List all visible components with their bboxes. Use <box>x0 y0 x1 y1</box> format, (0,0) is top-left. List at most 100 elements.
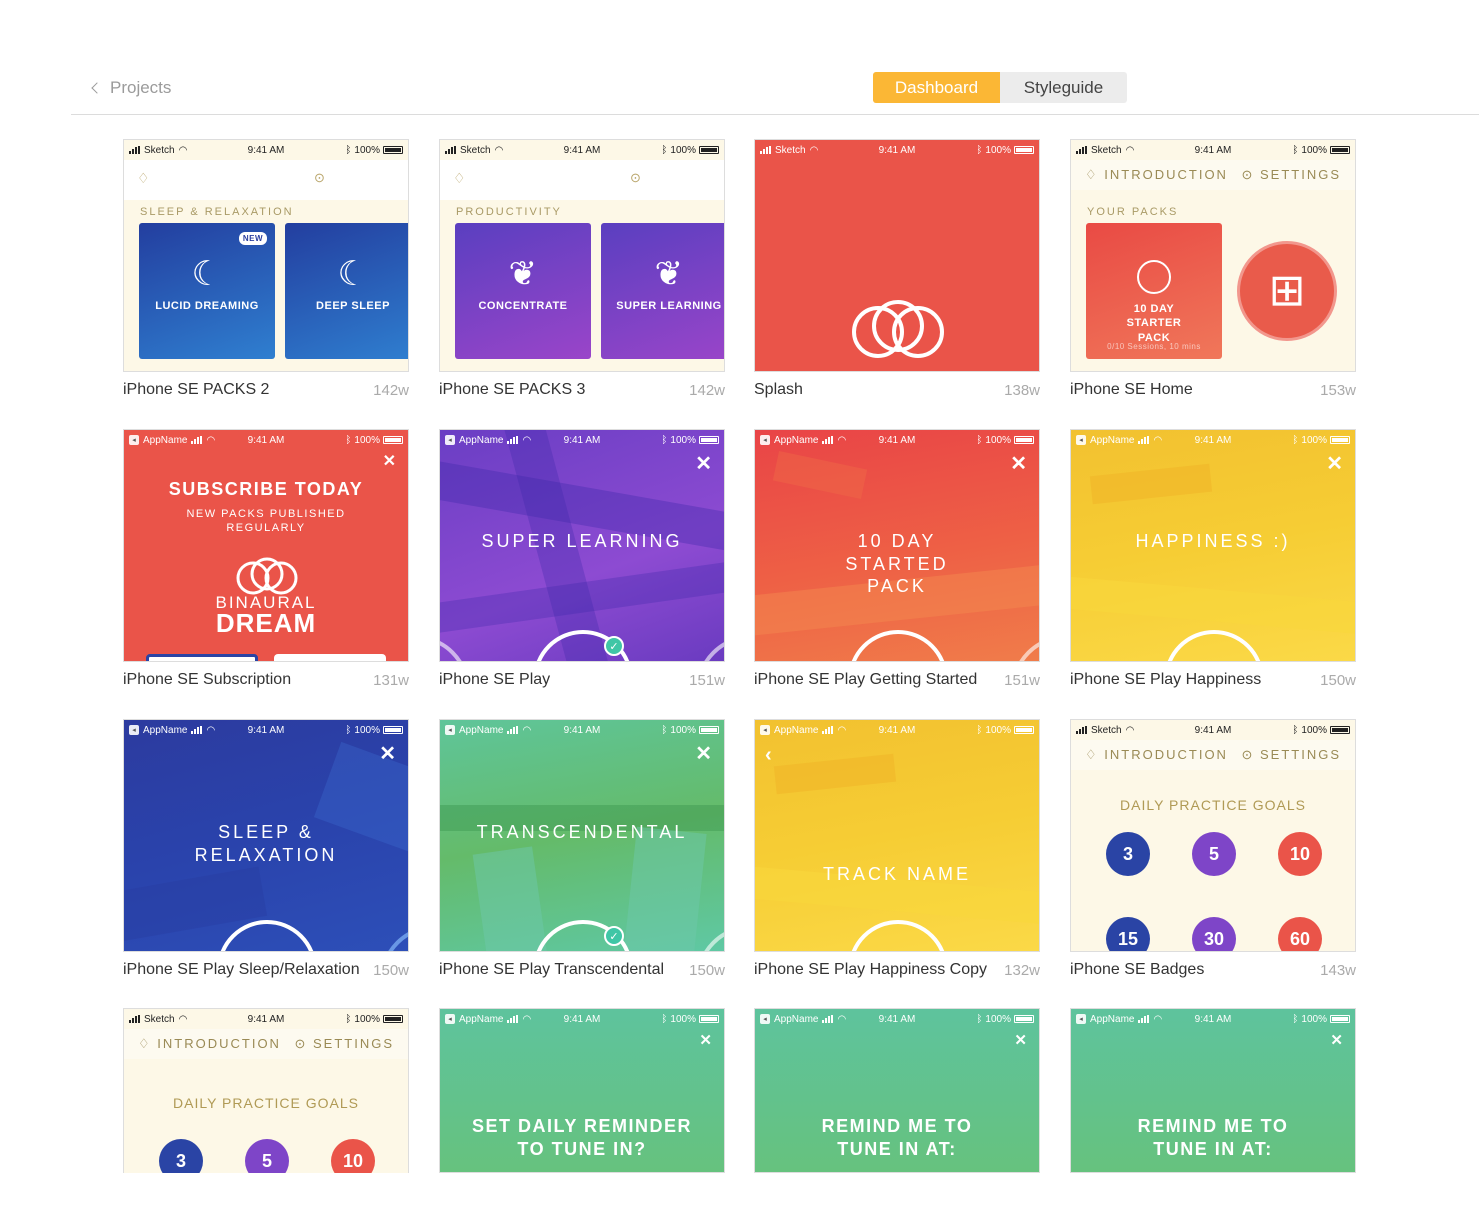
artboard-thumbnail[interactable]: ◂ AppName ◠ 9:41 AM ᛒ 100% ✕ REMIND ME TO T… <box>754 1008 1040 1173</box>
artboard-card[interactable]: Sketch ◠ 9:41 AM ᛒ 100% ♢ ⊙ SLEEP & RELAXA… <box>123 139 409 399</box>
tab-styleguide[interactable]: Styleguide <box>1023 77 1104 97</box>
artboard-card[interactable]: Sketch ◠ 9:41 AM ᛒ 100% ♢ ⊙ PRODUCTIVITY ❦… <box>439 139 725 399</box>
artboard-card[interactable]: ◂ AppName ◠ 9:41 AM ᛒ 100% ✕ REMIND ME TO T… <box>1070 1008 1356 1173</box>
artboard-card[interactable]: ◂ AppName ◠ 9:41 AM ᛒ 100% ✕ HAPPINESS :) i… <box>1070 429 1356 689</box>
close-icon[interactable]: ✕ <box>1014 1032 1027 1049</box>
artboard-card[interactable]: Sketch ◠ 9:41 AM ᛒ 100% Splash 138w <box>754 139 1040 399</box>
back-to-projects-link[interactable]: Projects <box>91 78 172 98</box>
close-icon[interactable]: ✕ <box>695 453 712 475</box>
nav-introduction[interactable]: ♢ INTRODUCTION <box>1085 167 1228 182</box>
back-app-icon: ◂ <box>445 1014 455 1024</box>
artboard-card[interactable]: ◂ AppName ◠ 9:41 AM ᛒ 100% ✕ SUPER LEARNING… <box>439 429 725 689</box>
artboard-thumbnail[interactable]: Sketch ◠ 9:41 AM ᛒ 100% ♢ INTRODUCTION ⊙ S… <box>1070 139 1356 372</box>
nav-introduction[interactable]: ♢ INTRODUCTION <box>1085 747 1228 762</box>
close-icon[interactable]: ✕ <box>382 453 396 470</box>
artboard-card[interactable]: Sketch ◠ 9:41 AM ᛒ 100% ♢ INTRODUCTION ⊙ S… <box>1070 719 1356 979</box>
goal-badge[interactable]: 60 <box>1278 917 1322 951</box>
goal-badge[interactable]: 10 <box>331 1139 375 1173</box>
goal-badge[interactable]: 5 <box>1192 832 1236 876</box>
signal-icon <box>1076 146 1087 154</box>
artboard-thumbnail[interactable]: ◂ AppName ◠ 9:41 AM ᛒ 100% ✕ SET DAILY REMI… <box>439 1008 725 1173</box>
wifi-icon: ◠ <box>1125 724 1135 736</box>
close-icon[interactable]: ✕ <box>379 743 396 765</box>
artboard-thumbnail[interactable]: ◂ AppName ◠ 9:41 AM ᛒ 100% ✕ SUPER LEARNING… <box>439 429 725 662</box>
artboard-thumbnail[interactable]: ◂ AppName ◠ 9:41 AM ᛒ 100% ✕ SUBSCRIBE TODA… <box>123 429 409 662</box>
artboard-name: iPhone SE Play Sleep/Relaxation <box>123 961 360 978</box>
bluetooth-icon: ᛒ <box>345 724 352 736</box>
goal-badge[interactable]: 5 <box>245 1139 289 1173</box>
artboard-thumbnail[interactable]: ◂ AppName ◠ 9:41 AM ᛒ 100% ✕ 10 DAY STARTED… <box>754 429 1040 662</box>
battery-icon <box>699 1015 719 1023</box>
artboard-card[interactable]: Sketch ◠ 9:41 AM ᛒ 100% ♢ INTRODUCTION ⊙ S… <box>123 1008 409 1173</box>
nav-settings[interactable]: ⊙ SETTINGS <box>1241 747 1341 762</box>
status-bar: ◂ AppName ◠ 9:41 AM ᛒ 100% <box>1071 430 1355 450</box>
artboard-thumbnail[interactable]: ◂ AppName ◠ 9:41 AM ᛒ 100% ✕ REMIND ME TO T… <box>1070 1008 1356 1173</box>
status-bar: Sketch ◠ 9:41 AM ᛒ 100% <box>124 1009 408 1029</box>
artboard-thumbnail[interactable]: ◂ AppName ◠ 9:41 AM ᛒ 100% ‹ TRACK NAME <box>754 719 1040 952</box>
artboard-card[interactable]: ◂ AppName ◠ 9:41 AM ᛒ 100% ✕ SLEEP & RELAXA… <box>123 719 409 979</box>
artboard-thumbnail[interactable]: ◂ AppName ◠ 9:41 AM ᛒ 100% ✕ SLEEP & RELAXA… <box>123 719 409 952</box>
goal-badge[interactable]: 3 <box>1106 832 1150 876</box>
nav-introduction[interactable]: ♢ INTRODUCTION <box>138 1036 281 1051</box>
goal-badge[interactable]: 30 <box>1192 917 1236 951</box>
nav-settings[interactable]: ⊙ SETTINGS <box>1241 167 1341 182</box>
close-icon[interactable]: ✕ <box>1330 1032 1343 1049</box>
artboard-thumbnail[interactable]: ◂ AppName ◠ 9:41 AM ᛒ 100% ✕ TRANSCENDENTAL… <box>439 719 725 952</box>
signal-icon <box>507 726 519 734</box>
lotus-icon: ❦ <box>654 255 684 293</box>
pack-tile[interactable]: ☾ DEEP SLEEP <box>285 223 408 359</box>
pack-tile[interactable]: ❦ SUPER LEARNING <box>601 223 724 359</box>
play-ring[interactable] <box>1164 630 1264 661</box>
battery-icon <box>383 1015 403 1023</box>
back-app-icon: ◂ <box>129 435 139 445</box>
status-bar: Sketch ◠ 9:41 AM ᛒ 100% <box>755 140 1039 160</box>
artboard-width: 142w <box>689 381 725 399</box>
artboard-card[interactable]: ◂ AppName ◠ 9:41 AM ᛒ 100% ✕ SET DAILY REMI… <box>439 1008 725 1173</box>
close-icon[interactable]: ✕ <box>1326 453 1343 475</box>
close-icon[interactable]: ✕ <box>695 743 712 765</box>
artboard-card[interactable]: ◂ AppName ◠ 9:41 AM ᛒ 100% ✕ SUBSCRIBE TODA… <box>123 429 409 689</box>
artboard-thumbnail[interactable]: Sketch ◠ 9:41 AM ᛒ 100% <box>754 139 1040 372</box>
back-label: Projects <box>110 78 172 97</box>
plan-option[interactable] <box>146 654 258 661</box>
wifi-icon: ◠ <box>809 144 819 156</box>
pack-tile[interactable]: NEW ☾ LUCID DREAMING <box>139 223 275 359</box>
artboard-card[interactable]: ◂ AppName ◠ 9:41 AM ᛒ 100% ✕ TRANSCENDENTAL… <box>439 719 725 979</box>
goal-badge[interactable]: 10 <box>1278 832 1322 876</box>
add-pack-button[interactable]: ⊞ <box>1237 241 1337 341</box>
artboard-thumbnail[interactable]: Sketch ◠ 9:41 AM ᛒ 100% ♢ INTRODUCTION ⊙ S… <box>1070 719 1356 952</box>
signal-icon <box>191 436 203 444</box>
plus-icon: ⊞ <box>1268 266 1306 315</box>
battery-icon <box>1330 436 1350 444</box>
goal-badge[interactable]: 3 <box>159 1139 203 1173</box>
plan-option[interactable] <box>274 654 386 661</box>
back-app-icon: ◂ <box>445 725 455 735</box>
artboard-width: 142w <box>373 381 409 399</box>
artboard-thumbnail[interactable]: Sketch ◠ 9:41 AM ᛒ 100% ♢ INTRODUCTION ⊙ S… <box>123 1008 409 1173</box>
wifi-icon: ◠ <box>178 144 188 156</box>
wifi-icon: ◠ <box>206 434 216 446</box>
pack-tile[interactable]: ❦ CONCENTRATE <box>455 223 591 359</box>
artboard-thumbnail[interactable]: Sketch ◠ 9:41 AM ᛒ 100% ♢ ⊙ SLEEP & RELAXA… <box>123 139 409 372</box>
artboard-card[interactable]: ◂ AppName ◠ 9:41 AM ᛒ 100% ✕ REMIND ME TO T… <box>754 1008 1040 1173</box>
battery-icon <box>383 146 403 154</box>
nav-settings[interactable]: ⊙ SETTINGS <box>294 1036 394 1051</box>
artboard-card[interactable]: ◂ AppName ◠ 9:41 AM ᛒ 100% ‹ TRACK NAME iPh… <box>754 719 1040 979</box>
pack-tile[interactable]: 10 DAY STARTER PACK 0/10 Sessions, 10 mi… <box>1086 223 1222 359</box>
goal-badge[interactable]: 15 <box>1106 917 1150 951</box>
chevron-left-icon <box>91 82 103 94</box>
play-ring[interactable] <box>848 630 948 661</box>
chevron-left-icon[interactable]: ‹ <box>765 744 772 766</box>
play-ring[interactable] <box>848 920 948 951</box>
artboard-thumbnail[interactable]: Sketch ◠ 9:41 AM ᛒ 100% ♢ ⊙ PRODUCTIVITY ❦… <box>439 139 725 372</box>
tab-dashboard[interactable]: Dashboard <box>873 72 1000 103</box>
status-bar: ◂ AppName ◠ 9:41 AM ᛒ 100% <box>755 430 1039 450</box>
close-icon[interactable]: ✕ <box>1010 453 1027 475</box>
artboard-card[interactable]: ◂ AppName ◠ 9:41 AM ᛒ 100% ✕ 10 DAY STARTED… <box>754 429 1040 689</box>
artboard-thumbnail[interactable]: ◂ AppName ◠ 9:41 AM ᛒ 100% ✕ HAPPINESS :) <box>1070 429 1356 662</box>
category-label: PRODUCTIVITY <box>456 206 562 218</box>
play-ring[interactable] <box>217 920 317 951</box>
close-icon[interactable]: ✕ <box>699 1032 712 1049</box>
artboard-card[interactable]: Sketch ◠ 9:41 AM ᛒ 100% ♢ INTRODUCTION ⊙ S… <box>1070 139 1356 399</box>
artboard-name: iPhone SE Play Happiness Copy <box>754 961 988 978</box>
